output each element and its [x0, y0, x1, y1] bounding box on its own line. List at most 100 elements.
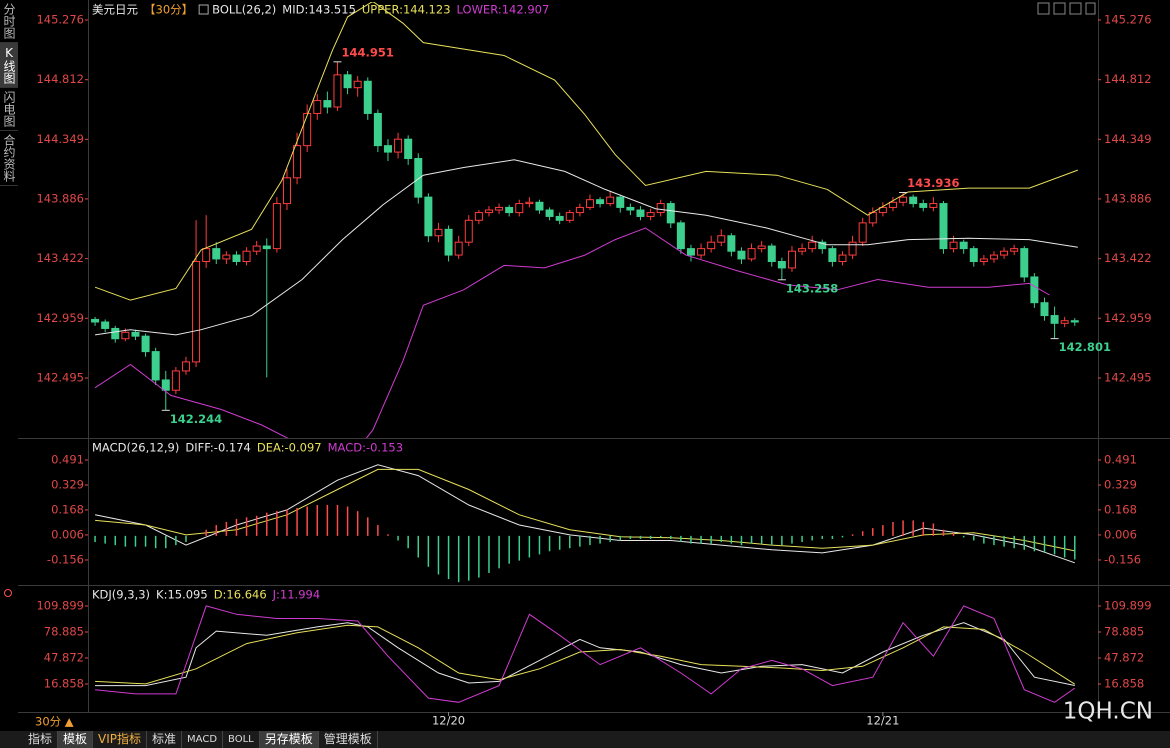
plot-area — [94, 464, 1076, 583]
icon[interactable] — [1069, 2, 1082, 15]
extreme-label: 142.801 — [1059, 340, 1111, 354]
candle-body — [545, 209, 554, 217]
chart: 30分 ▲ 1QH.CN 145.276 145.276 144.812 144.81… — [4, 0, 1170, 729]
y-tick-label: 0.006 — [51, 527, 84, 541]
y-tick-label: 0.006 — [1104, 527, 1137, 541]
extreme-label: 143.258 — [786, 281, 838, 295]
tab[interactable]: VIP指标 — [93, 731, 148, 748]
candle-body — [91, 318, 100, 323]
y-tick-label: 143.422 — [1104, 251, 1152, 265]
candle-body — [565, 212, 574, 221]
y-tick-label: 145.276 — [36, 12, 84, 26]
candle-body — [969, 248, 978, 262]
candle-body — [1030, 276, 1039, 304]
candle-body — [282, 177, 291, 205]
tab[interactable]: MACD — [182, 731, 224, 748]
candle-body — [1000, 250, 1009, 256]
tab[interactable]: BOLL — [223, 731, 260, 748]
frame — [18, 0, 1170, 713]
series-line — [95, 468, 1075, 552]
candle-body — [394, 138, 403, 153]
tab[interactable]: 指标 — [0, 731, 59, 748]
side-tab[interactable]: K线图 — [0, 43, 18, 88]
y-tick-label: 16.858 — [44, 677, 84, 691]
candle-body — [323, 100, 332, 108]
candle-body — [161, 379, 170, 391]
icon[interactable] — [1037, 2, 1050, 15]
panel-icon[interactable] — [4, 589, 12, 597]
candle-body — [575, 206, 584, 214]
candle-body — [899, 196, 908, 203]
indicator-icon — [198, 4, 209, 15]
series-line — [94, 2, 1078, 301]
candle-body — [757, 245, 766, 250]
y-tick-label: 0.491 — [1104, 452, 1137, 466]
candle-body — [151, 351, 160, 381]
candle-body — [808, 241, 817, 250]
candle-body — [1070, 320, 1079, 323]
watermark: 1QH.CN — [1063, 699, 1153, 725]
candle-body — [606, 196, 615, 205]
y-tick-label: 142.495 — [36, 371, 84, 385]
icon[interactable] — [1085, 2, 1096, 15]
candle-body — [252, 245, 261, 252]
candle-body — [787, 250, 796, 269]
tab[interactable]: 标准 — [147, 731, 183, 748]
candle-body — [262, 245, 271, 250]
candle-body — [121, 331, 130, 340]
period-label: 【30分】 — [144, 3, 193, 17]
candle-body — [1040, 302, 1049, 317]
candle-body — [171, 370, 180, 391]
period-switch[interactable]: 30分 ▲ — [35, 715, 74, 729]
legend-entry: LOWER:142.907 — [457, 3, 550, 17]
candle-body — [424, 196, 433, 237]
candle-body — [454, 241, 463, 256]
candle-body — [636, 209, 645, 217]
legend-entry: MID:143.515 — [282, 3, 356, 17]
series-line — [95, 605, 1076, 703]
side-tab[interactable]: 分时图 — [0, 0, 18, 43]
y-tick-label: 142.959 — [36, 311, 84, 325]
candle-body — [717, 235, 726, 243]
candle-body — [313, 100, 322, 114]
y-tick-label: 0.329 — [1104, 478, 1137, 492]
side-tab[interactable]: 合约资料 — [0, 131, 18, 186]
candle-body — [505, 206, 514, 214]
candle-body — [878, 206, 887, 214]
legend-entry: D:16.646 — [214, 588, 267, 602]
candle-body — [616, 196, 625, 208]
icon[interactable] — [1053, 2, 1066, 15]
y-tick-label: 0.329 — [51, 478, 84, 492]
candle-body — [333, 74, 342, 108]
candle-body — [303, 112, 312, 147]
series-line — [95, 622, 1075, 687]
candle-body — [959, 241, 968, 250]
candle-body — [727, 235, 736, 252]
y-tick-label: 143.886 — [1104, 191, 1152, 205]
side-tab[interactable]: 闪电图 — [0, 88, 18, 131]
panel-title: 美元日元 — [92, 3, 138, 17]
candle-body — [232, 254, 241, 262]
candle-body — [192, 260, 201, 363]
legend-entry: DEA:-0.097 — [257, 441, 322, 455]
candle-body — [838, 254, 847, 262]
y-tick-label: 0.168 — [51, 502, 84, 516]
y-tick-label: 47.872 — [44, 650, 84, 664]
candle-body — [585, 199, 594, 208]
candle-body — [929, 203, 938, 208]
y-tick-label: 0.491 — [51, 452, 84, 466]
window-icons[interactable] — [1037, 2, 1096, 15]
tab[interactable]: 管理模板 — [319, 731, 378, 748]
candle-body — [181, 361, 190, 372]
indicator-label: BOLL(26,2) — [212, 3, 276, 17]
candle-body — [525, 201, 534, 205]
y-tick-label: 142.495 — [1104, 371, 1152, 385]
tab[interactable]: 模板 — [58, 731, 94, 748]
plot-area — [95, 605, 1076, 703]
candle-body — [293, 145, 302, 179]
candle-body — [1020, 248, 1029, 278]
tab[interactable]: 另存模板 — [259, 731, 319, 748]
candle-body — [272, 203, 281, 250]
y-tick-label: 16.858 — [1104, 677, 1144, 691]
y-tick-label: 143.422 — [36, 251, 84, 265]
